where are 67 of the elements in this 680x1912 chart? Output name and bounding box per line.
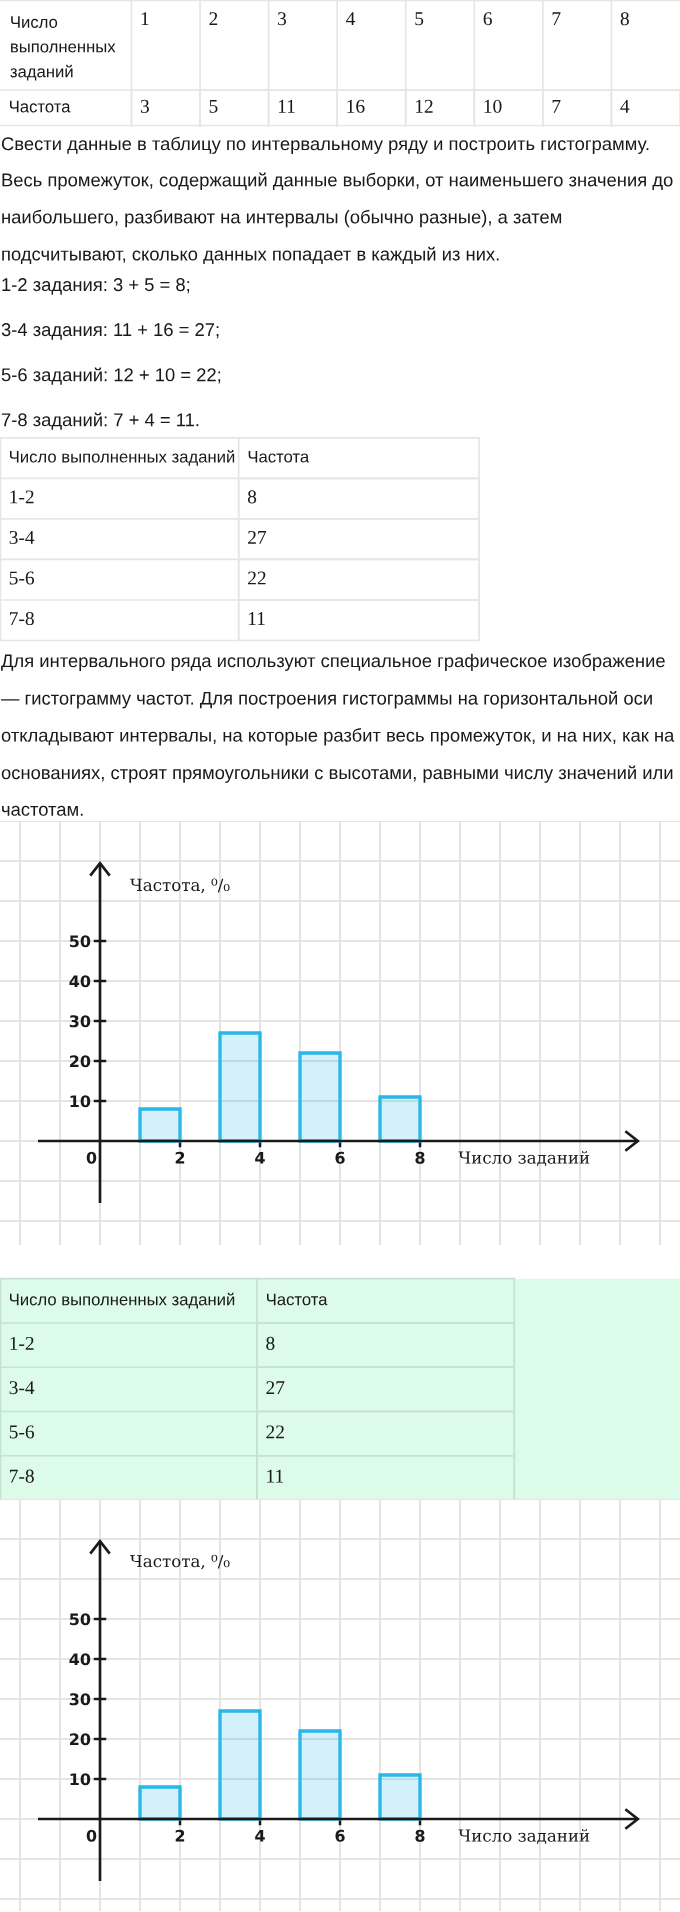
data-label: 27 [248, 530, 267, 544]
x-tick-label: 4 [346, 12, 356, 26]
y-tick-label: 30 [69, 1015, 91, 1028]
y-tick-label: 20 [70, 1733, 91, 1746]
y-tick-label: 1-2 [10, 1336, 34, 1350]
x-tick-label: 6 [483, 12, 492, 26]
y-tick-label: 7-8 [9, 611, 34, 626]
x-tick-label: 0 [86, 1829, 97, 1842]
text: Весь промежуток, содержащий данные выборки, от наименьшего значения до наибольшего, разбивают на интервалы (обычно разные), а затем подсчитывают, сколько данных попадает в каждый из них. [2, 172, 673, 265]
text: 7-8 заданий: 7 + 4 = 11. [1, 412, 199, 430]
x-axis-title: Число заданий [458, 1829, 590, 1844]
y-tick-label: 50 [69, 1613, 91, 1626]
text: Для интервального ряда используют специальное графическое изображение — гистограмму частот. Для построения гистограммы на горизонтальной оси откладывают интервалы, на которые разбит весь промежуток, и на них, как на основаниях, строят прямоугольники с высотами, равными числу значений или частотам. [1, 653, 675, 816]
x-tick-label: 8 [415, 1829, 425, 1842]
y-tick-label: 3-4 [9, 1381, 35, 1395]
y-tick-label: Частота [10, 100, 71, 113]
y-tick-label: 20 [70, 1055, 91, 1068]
data-label: 22 [266, 1425, 284, 1439]
y-tick-label: 40 [69, 975, 91, 988]
data-label: 11 [248, 612, 265, 625]
data-label: 4 [620, 99, 630, 113]
data-label: 3 [140, 99, 149, 113]
x-tick-label: 5 [415, 12, 424, 26]
x-tick-label: 3 [278, 12, 287, 26]
data-label: 10 [484, 99, 502, 113]
text: Свести данные в таблицу по интервальному ряду и построить гистограмму. [1, 136, 649, 154]
y-axis-title: Число выполненных заданий [10, 1292, 235, 1309]
x-tick-label: 2 [175, 1151, 185, 1164]
text: 3-4 задания: 11 + 16 = 27; [1, 323, 219, 340]
x-tick-label: 6 [335, 1151, 345, 1164]
y-tick-label: 1-2 [10, 490, 34, 504]
y-axis-title: Частота, ⁰/₀ [130, 878, 230, 894]
y-tick-label: 30 [69, 1693, 91, 1706]
y-tick-label: 10 [70, 1095, 91, 1108]
text: 5-6 заданий: 12 + 10 = 22; [1, 367, 221, 385]
data-label: 11 [278, 99, 295, 113]
x-tick-label: 2 [209, 12, 218, 26]
x-tick-label: 6 [335, 1829, 345, 1842]
data-label: 7 [552, 99, 561, 113]
data-label: 27 [266, 1381, 285, 1395]
y-tick-label: 10 [70, 1773, 91, 1786]
x-tick-label: 2 [175, 1829, 185, 1842]
data-label: 16 [347, 99, 365, 113]
x-tick-label: 1 [141, 12, 149, 26]
text: 1-2 задания: 3 + 5 = 8; [2, 278, 190, 295]
data-label: 8 [266, 1336, 275, 1350]
x-tick-label: 7 [552, 12, 561, 26]
x-tick-label: 8 [620, 12, 629, 26]
data-label: 12 [415, 99, 433, 113]
x-tick-label: 4 [255, 1151, 265, 1164]
y-tick-label: 50 [69, 935, 91, 948]
x-tick-label: 0 [86, 1151, 97, 1164]
data-label: 11 [267, 1469, 284, 1483]
data-label: 22 [248, 571, 266, 585]
x-tick-label: 4 [255, 1829, 265, 1842]
y-axis-title: Частота, ⁰/₀ [130, 1554, 230, 1570]
data-label: 8 [247, 490, 257, 504]
y-tick-label: 40 [69, 1653, 91, 1666]
y-tick-label: 7-8 [9, 1469, 34, 1483]
y-tick-label: 3-4 [9, 530, 35, 545]
y-axis-title: Число выполненных заданий [10, 450, 235, 466]
y-tick-label: 5-6 [9, 1425, 35, 1439]
data-label: 5 [209, 99, 218, 113]
x-tick-label: 8 [415, 1151, 425, 1164]
x-axis-title: Число заданий [458, 1151, 590, 1166]
x-axis-title: Число выполненных заданий [10, 16, 116, 81]
y-tick-label: 5-6 [9, 571, 35, 585]
